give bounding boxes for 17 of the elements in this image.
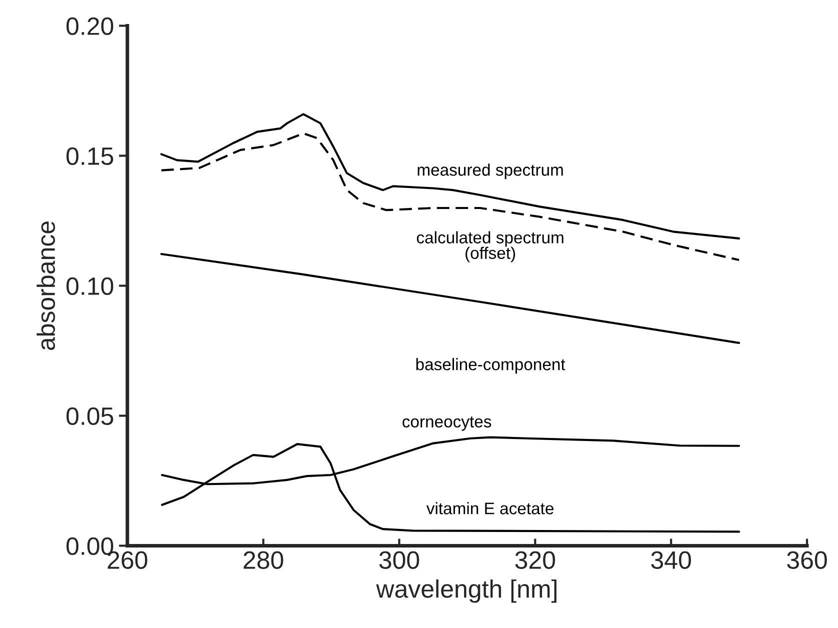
x-tick-label: 320 [515,551,556,569]
line-series [160,132,740,262]
x-tick-label: 360 [787,551,827,569]
series-label: measured spectrum [418,164,563,180]
y-tick-label: 0.15 [66,147,114,166]
y-tick-label: 0.10 [66,277,114,296]
x-tick-label: 300 [379,551,420,569]
x-tick-label: 340 [651,551,691,569]
y-tick-label: 0.20 [66,17,114,36]
y-axis-title: absorbance [36,222,56,350]
x-axis-title: wavelength [nm] [376,579,556,603]
text: baseline-component [416,358,566,374]
series-label: calculated spectrum (offset) [416,231,564,262]
series-label: corneocytes [402,416,492,431]
y-tick-label: 0.05 [66,407,114,426]
x-tick-label: 280 [244,551,284,569]
series-label: vitamin E acetate [426,502,554,514]
